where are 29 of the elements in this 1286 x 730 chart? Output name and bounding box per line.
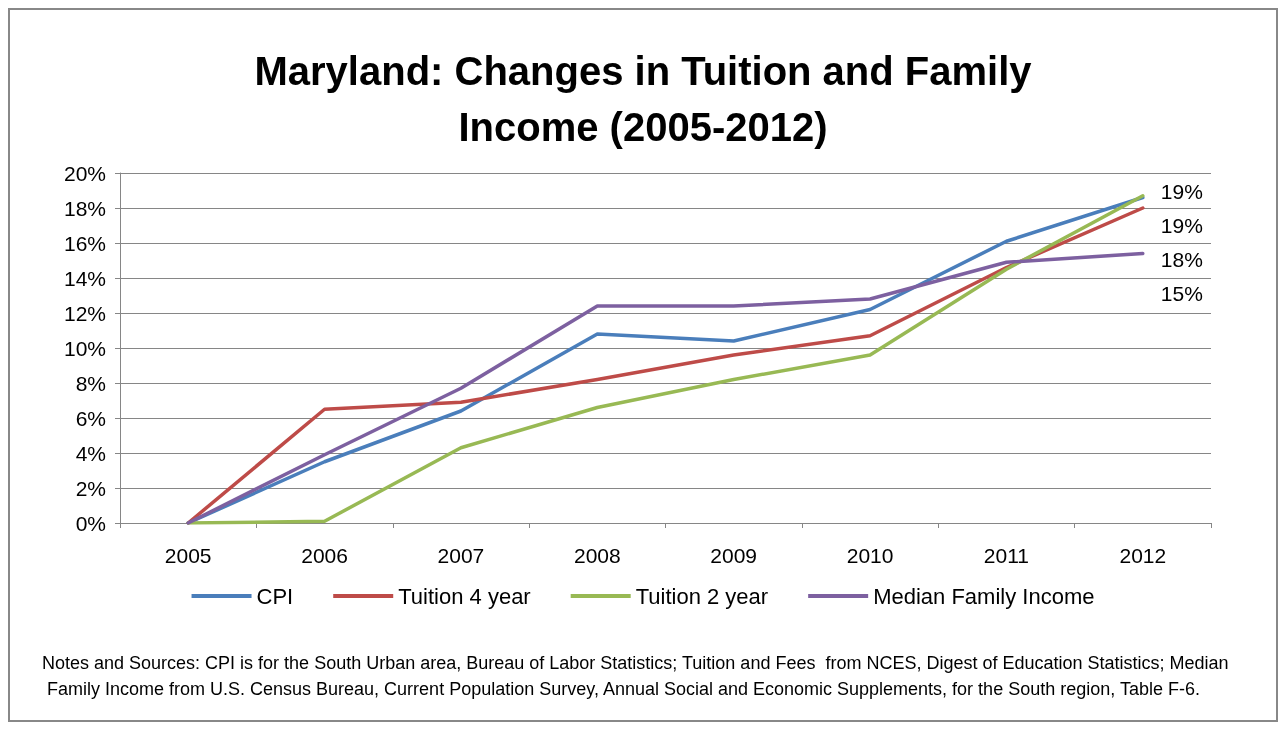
data-label: 19%: [1160, 179, 1203, 203]
y-tick-label: 16%: [63, 231, 106, 255]
data-label: 15%: [1160, 281, 1203, 305]
legend-label: Median Family Income: [873, 583, 1095, 609]
y-tick-label: 18%: [63, 196, 106, 220]
y-tick-label: 0%: [75, 511, 106, 535]
x-tick-label: 2005: [164, 544, 212, 567]
x-tick-label: 2010: [846, 544, 894, 567]
y-tick-label: 4%: [75, 441, 106, 465]
y-tick-label: 12%: [63, 301, 106, 325]
text: Notes and Sources: CPI is for the South Urban area, Bureau of Labor Statistics; Tuition and Fees from NCES, Digest of Education Statistics; Median Family Income from U.S. Census Bureau, Current Population Survey, Annual Social and Economic Supplements, for the South region, Table F-6.: [42, 653, 1229, 699]
y-tick-label: 2%: [75, 476, 106, 500]
y-tick-label: 10%: [63, 336, 106, 360]
data-label: 18%: [1160, 247, 1203, 271]
chart-title: Maryland: Changes in Tuition and Family Income (2005-2012): [254, 49, 1033, 149]
legend-label: Tuition 2 year: [635, 583, 769, 609]
y-tick-label: 20%: [63, 161, 106, 185]
x-tick-label: 2006: [301, 544, 348, 567]
x-tick-label: 2009: [710, 544, 758, 567]
legend-label: CPI: [256, 583, 294, 609]
legend-label: Tuition 4 year: [398, 583, 531, 609]
x-tick-label: 2012: [1119, 544, 1167, 567]
y-tick-label: 8%: [75, 371, 106, 395]
x-tick-label: 2008: [573, 544, 621, 567]
y-tick-label: 14%: [63, 266, 106, 290]
x-tick-label: 2011: [983, 544, 1030, 567]
data-label: 19%: [1160, 213, 1203, 237]
x-tick-label: 2007: [437, 544, 485, 567]
y-tick-label: 6%: [75, 406, 106, 430]
